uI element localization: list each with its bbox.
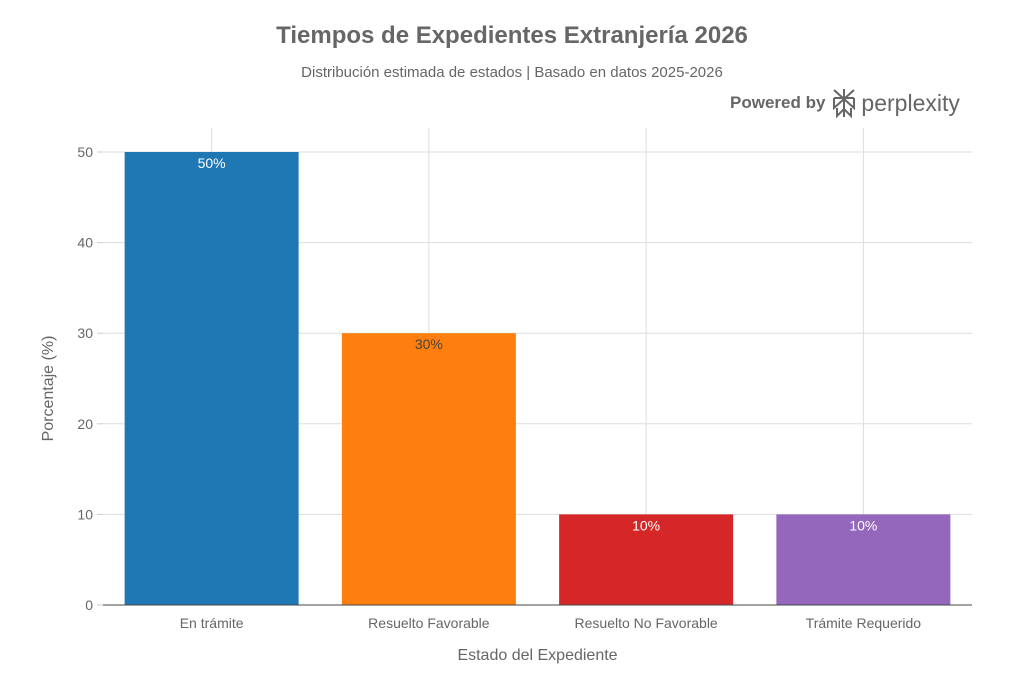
perplexity-brand-text: perplexity [861,89,960,116]
bar-resuelto-favorable [341,333,516,605]
bar-en-trámite [124,152,299,605]
powered-by-badge: Powered by perplexity [730,88,960,118]
bar-resuelto-no-favorable [559,514,734,605]
bar-data-label: 50% [198,155,226,171]
bar-data-label: 10% [632,517,660,533]
x-tick-label: Resuelto No Favorable [575,615,718,631]
y-tick-label: 30 [77,325,93,341]
perplexity-logo-icon [833,89,856,118]
x-tick-label: En trámite [180,615,244,631]
y-tick-label: 10 [77,506,93,522]
y-axis-title: Porcentaje (%) [40,336,57,442]
chart-title: Tiempos de Expedientes Extranjería 2026 [276,22,748,49]
y-tick-label: 50 [77,144,93,160]
x-tick-label: Trámite Requerido [806,615,922,631]
x-axis-title: Estado del Expediente [457,647,617,664]
y-tick-label: 0 [85,597,93,613]
bar-data-label: 10% [849,517,877,533]
powered-by-text: Powered by [730,93,826,112]
bar-data-label: 30% [415,336,443,352]
bar-trámite-requerido [776,514,951,605]
y-tick-label: 40 [77,235,93,251]
chart-subtitle: Distribución estimada de estados | Basad… [301,64,723,81]
y-tick-label: 20 [77,416,93,432]
x-tick-label: Resuelto Favorable [368,615,490,631]
